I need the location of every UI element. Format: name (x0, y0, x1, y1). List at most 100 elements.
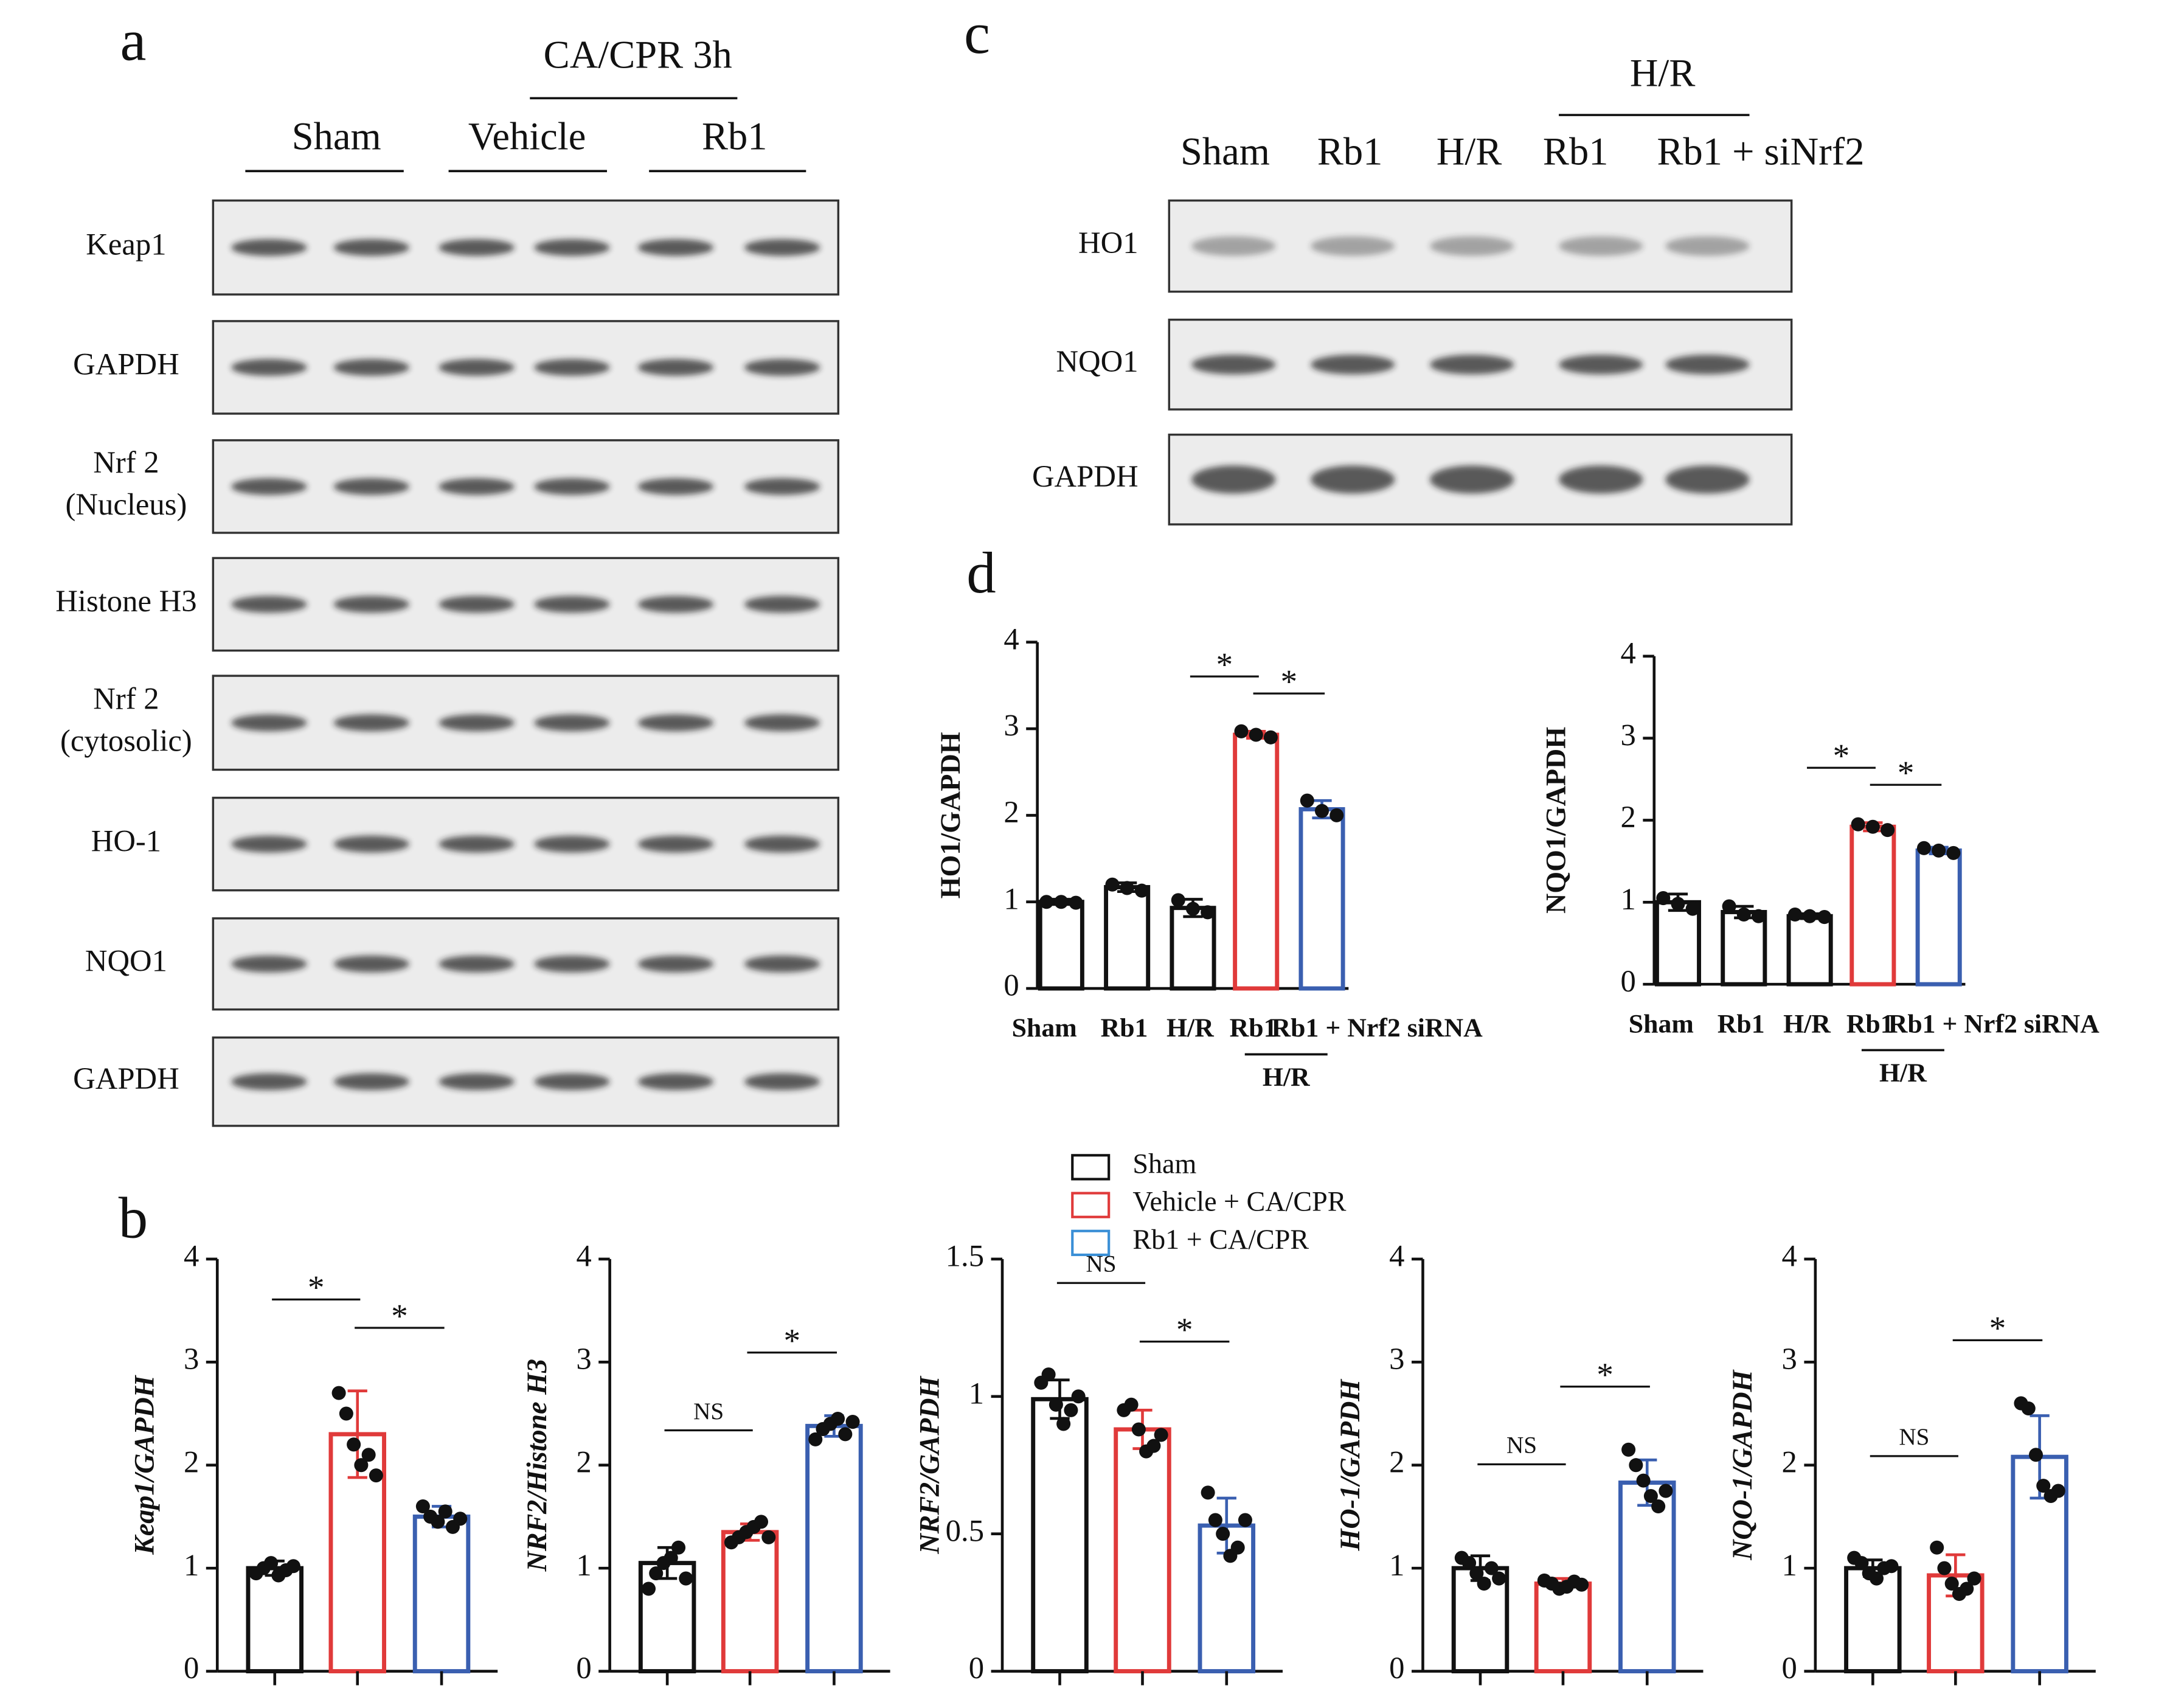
data-point (1315, 804, 1329, 818)
significance-label: * (1898, 754, 1915, 791)
y-axis-label: NRF2/Histone H3 (521, 1359, 552, 1572)
data-point (838, 1427, 853, 1442)
y-tick-label: 0.5 (946, 1513, 984, 1547)
y-tick-label: 0 (969, 1651, 984, 1685)
blot-band (534, 359, 610, 376)
data-point (1854, 1556, 1869, 1571)
y-tick-label: 4 (1782, 1239, 1797, 1273)
blot-strip (212, 675, 840, 771)
data-point (1944, 1577, 1959, 1591)
data-point (754, 1515, 769, 1529)
blot-band (333, 595, 410, 613)
data-point (431, 1515, 445, 1529)
data-point (1851, 817, 1865, 831)
x-tick-label: H/R (1166, 1013, 1214, 1043)
data-point (369, 1468, 383, 1483)
y-tick-label: 4 (1389, 1239, 1404, 1273)
significance-label: * (1176, 1311, 1193, 1348)
data-point (264, 1556, 279, 1571)
data-point (1967, 1571, 1981, 1586)
blot-strip (212, 557, 840, 652)
group-label: H/R (1263, 1063, 1310, 1092)
x-tick-label: Sham (1012, 1013, 1077, 1043)
data-point (1884, 1559, 1899, 1574)
blot-band (439, 1073, 515, 1091)
data-point (286, 1559, 300, 1574)
blot-band (1559, 465, 1643, 494)
data-point (1105, 877, 1120, 892)
row-label: NQO1 (1056, 344, 1138, 378)
blot-band (1430, 355, 1514, 375)
y-axis-label: NQO1/GAPDH (1541, 727, 1572, 914)
data-point (2028, 1448, 2043, 1462)
data-point (1881, 823, 1895, 838)
data-point (1492, 1571, 1506, 1586)
significance-label: * (1281, 663, 1298, 700)
y-axis-label: HO-1/GAPDH (1334, 1378, 1365, 1552)
row-label: (cytosolic) (60, 723, 192, 757)
row-label: Nrf 2 (93, 681, 159, 715)
data-point (1803, 909, 1817, 923)
blot-band (333, 835, 410, 853)
blot-band (637, 239, 714, 256)
row-label: HO-1 (91, 824, 161, 858)
data-point (1146, 1439, 1161, 1453)
data-point (1064, 1403, 1078, 1417)
y-tick-label: 3 (184, 1342, 199, 1376)
data-point (361, 1448, 376, 1462)
data-point (1651, 1499, 1666, 1513)
row-label: GAPDH (73, 347, 179, 381)
legend-label: Rb1 + CA/CPR (1132, 1224, 1309, 1255)
panel-label: b (119, 1185, 148, 1250)
blot-band (1311, 355, 1395, 375)
y-tick-label: 1 (576, 1548, 591, 1582)
data-point (1636, 1473, 1651, 1488)
blot-band (534, 478, 610, 495)
legend-swatch (1071, 1192, 1111, 1218)
data-point (1171, 893, 1185, 908)
blot-band (637, 955, 714, 973)
blot-band (439, 835, 515, 853)
data-point (415, 1499, 430, 1513)
y-tick-label: 4 (576, 1239, 591, 1273)
data-point (1134, 883, 1149, 898)
y-tick-label: 3 (1782, 1342, 1797, 1376)
significance-label: * (391, 1297, 408, 1335)
data-point (1230, 1540, 1245, 1555)
x-tick-label: Rb1 (1101, 1013, 1148, 1043)
blot-band (231, 359, 307, 376)
data-point (1056, 1417, 1071, 1431)
row-label: Histone H3 (55, 584, 196, 618)
row-label: HO1 (1078, 226, 1139, 260)
y-tick-label: 1 (1782, 1548, 1797, 1582)
data-point (671, 1540, 686, 1555)
data-point (1643, 1489, 1658, 1504)
significance-label: * (308, 1269, 325, 1306)
significance-label: NS (693, 1398, 724, 1425)
data-point (1238, 1513, 1252, 1527)
y-tick-label: 1 (969, 1376, 984, 1410)
row-label: NQO1 (85, 943, 167, 977)
data-point (1960, 1581, 1974, 1596)
data-point (2051, 1484, 2065, 1498)
blot-band (231, 478, 307, 495)
row-label: Nrf 2 (93, 445, 159, 479)
blot-band (534, 239, 610, 256)
data-point (1722, 899, 1736, 914)
blot-band (1311, 465, 1395, 494)
data-point (438, 1504, 452, 1519)
blot-band (231, 714, 307, 732)
lane-label: Sham (1180, 130, 1270, 173)
data-point (1787, 907, 1802, 922)
blot-band (744, 239, 820, 256)
blot-strip (212, 439, 840, 534)
data-point (1629, 1458, 1643, 1473)
data-point (649, 1566, 664, 1581)
data-point (1124, 1397, 1139, 1412)
blot-band (534, 714, 610, 732)
panel-label: c (964, 1, 990, 66)
data-point (641, 1581, 656, 1596)
x-tick-label: Rb1 (1718, 1009, 1765, 1038)
y-axis-label: NQO-1/GAPDH (1727, 1369, 1758, 1560)
blot-band (439, 595, 515, 613)
